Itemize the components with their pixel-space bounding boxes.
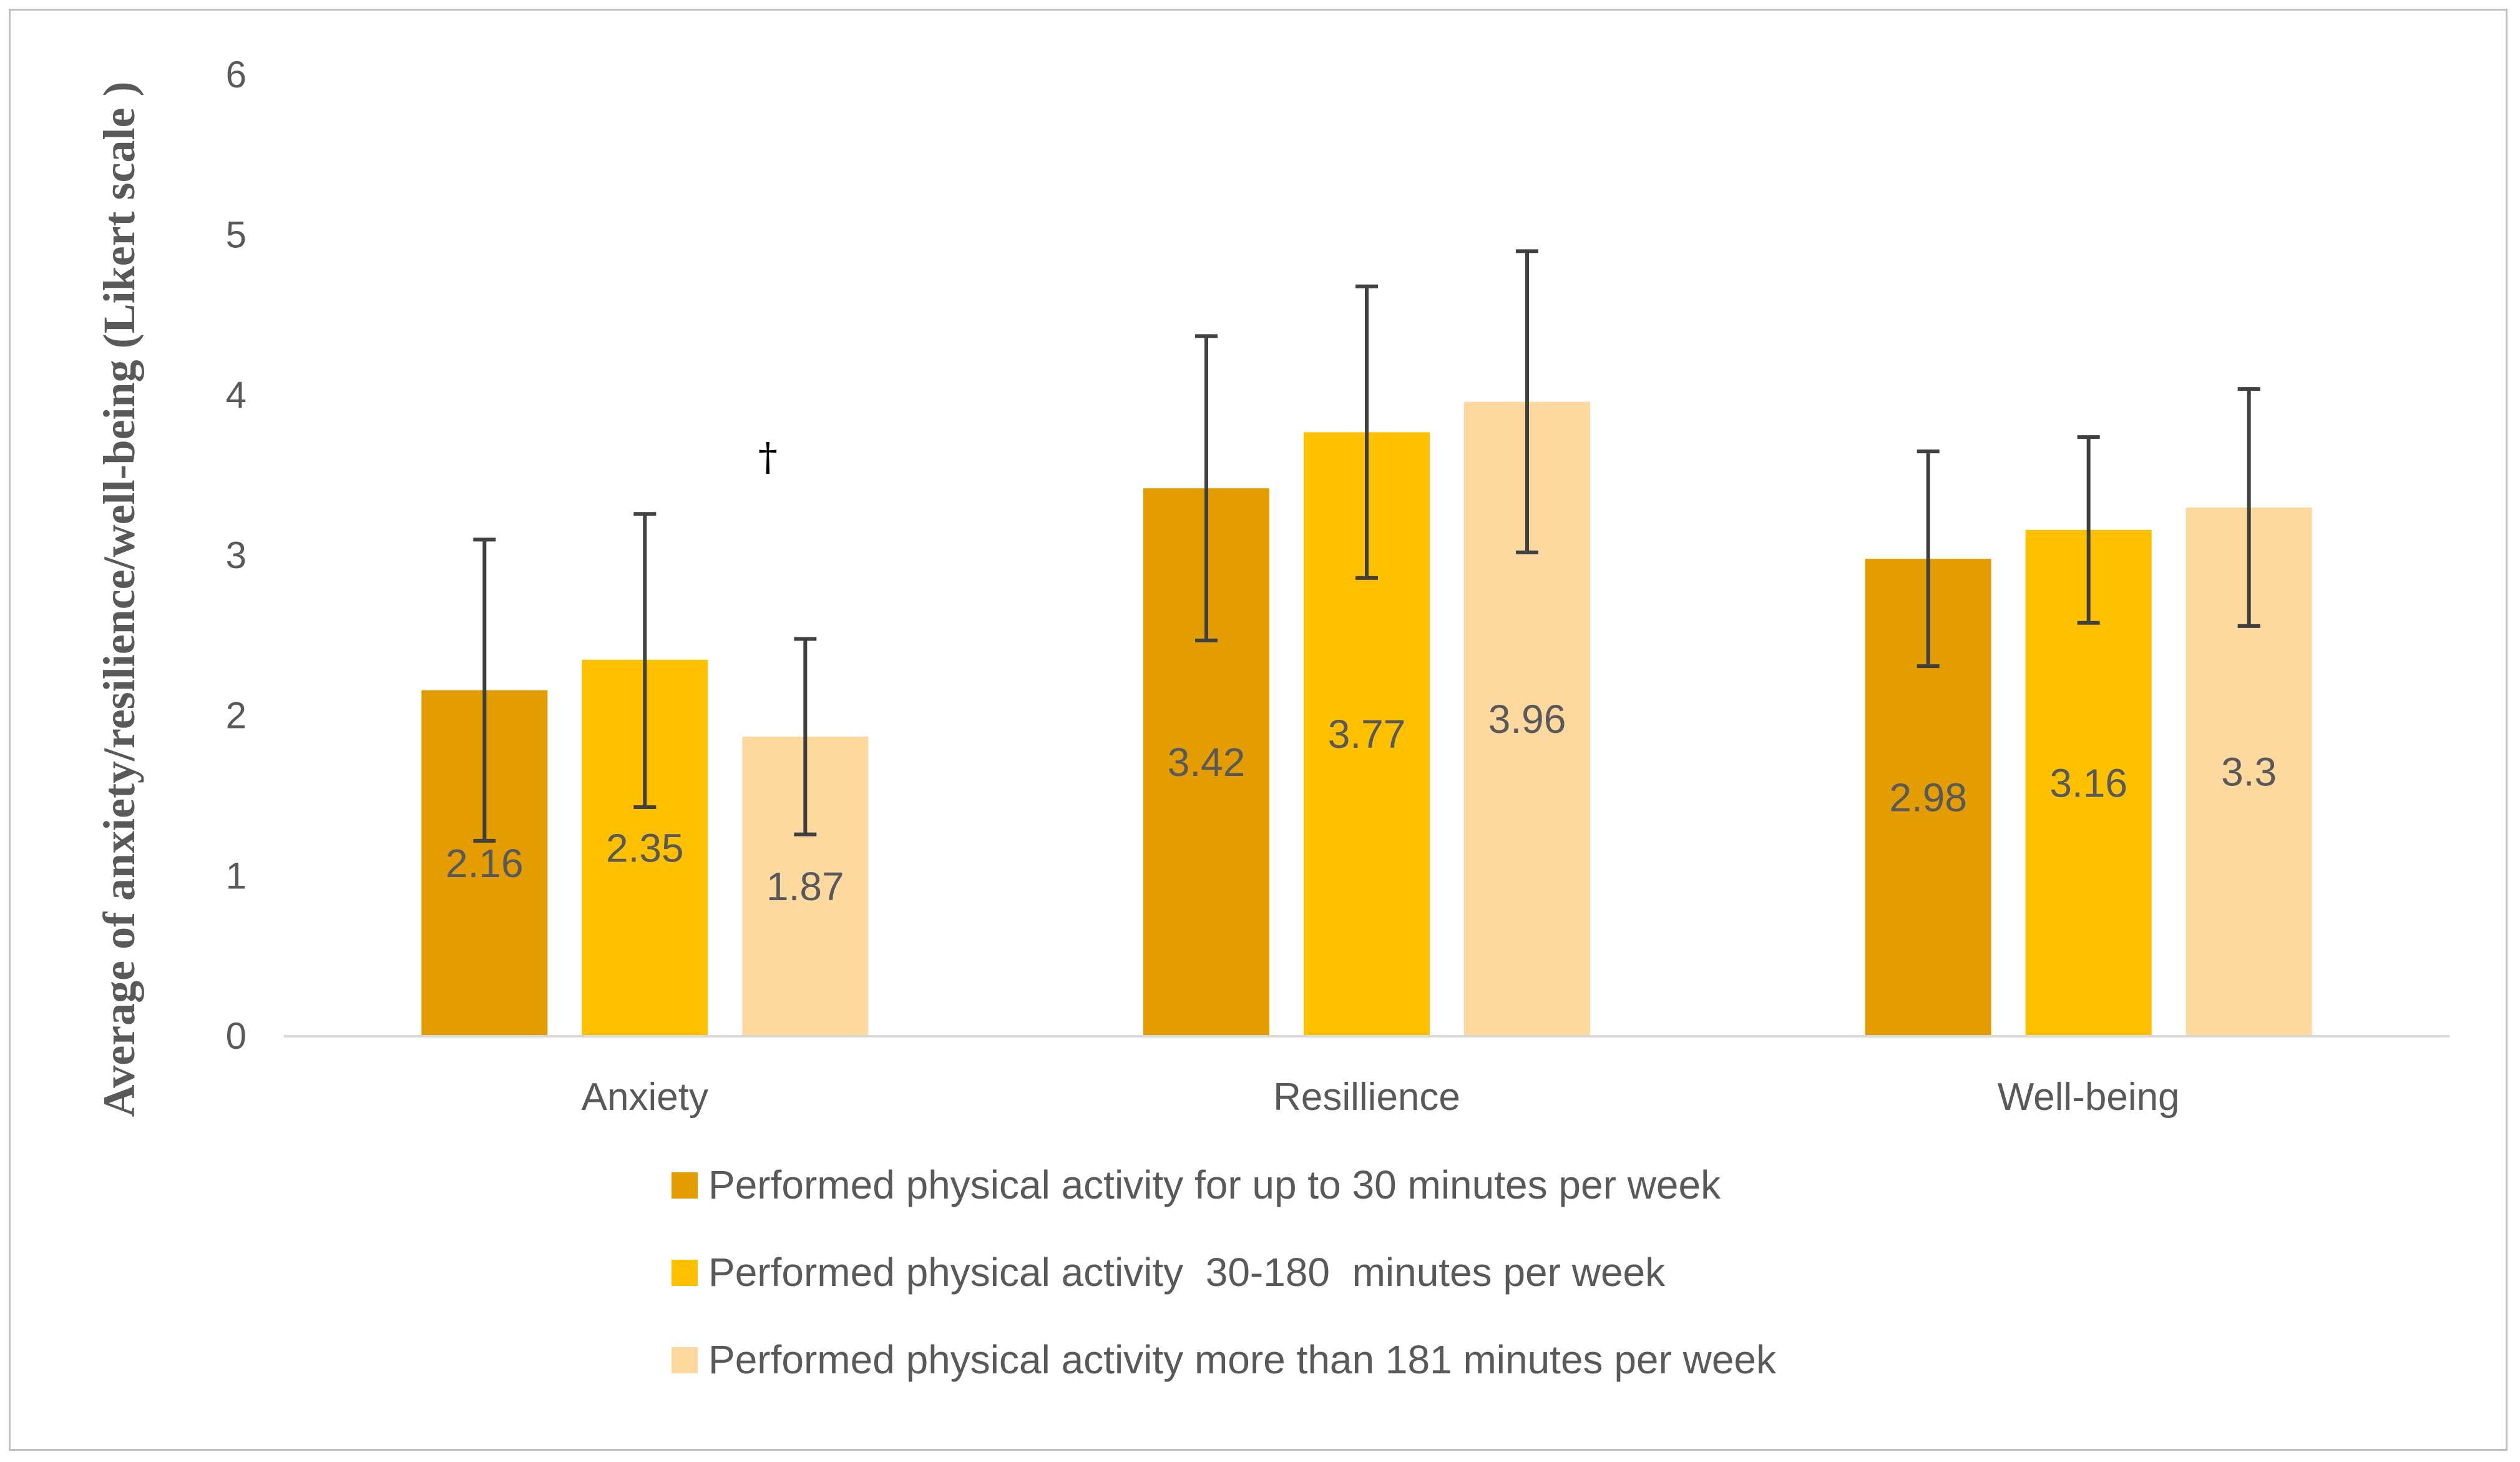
y-axis-ticks: 0 1 2 3 4 5 6	[226, 54, 247, 1057]
legend: Performed physical activity for up to 30…	[672, 1162, 1777, 1382]
legend-label: Performed physical activity for up to 30…	[708, 1162, 1721, 1207]
data-label: 2.98	[1889, 775, 1967, 820]
data-label: 2.16	[446, 841, 524, 886]
legend-swatch	[672, 1347, 698, 1373]
y-tick-label: 3	[226, 534, 247, 576]
legend-label: Performed physical activity 30-180 minut…	[708, 1250, 1666, 1295]
x-category-label: Resillience	[1273, 1076, 1460, 1119]
x-category-label: Anxiety	[582, 1076, 708, 1119]
annotations-group: †	[758, 434, 778, 479]
y-tick-label: 5	[226, 214, 247, 256]
y-tick-label: 0	[226, 1015, 247, 1057]
data-labels-group: 2.16 2.35 1.87 3.42 3.77 3.96 2.98 3.16 3.3	[446, 697, 2277, 909]
legend-swatch	[672, 1260, 698, 1286]
y-axis-title: Average of anxiety/resilience/well-being…	[94, 82, 144, 1117]
y-tick-label: 2	[226, 695, 247, 737]
data-label: 3.3	[2221, 750, 2277, 795]
x-axis: Anxiety Resillience Well-being	[284, 1035, 2449, 1119]
data-label: 3.16	[2049, 760, 2127, 805]
y-tick-label: 1	[226, 855, 247, 896]
legend-label: Performed physical activity more than 18…	[708, 1337, 1777, 1382]
data-label: 1.87	[766, 864, 844, 909]
x-category-label: Well-being	[1998, 1076, 2180, 1119]
error-bars-group	[473, 249, 2260, 843]
legend-swatch	[672, 1172, 698, 1199]
y-tick-label: 6	[226, 54, 247, 96]
data-label: 3.77	[1328, 712, 1406, 757]
data-label: 3.42	[1168, 740, 1246, 785]
data-label: 3.96	[1488, 697, 1566, 742]
data-label: 2.35	[606, 825, 684, 870]
y-tick-label: 4	[226, 374, 247, 416]
significance-dagger: †	[758, 434, 778, 479]
